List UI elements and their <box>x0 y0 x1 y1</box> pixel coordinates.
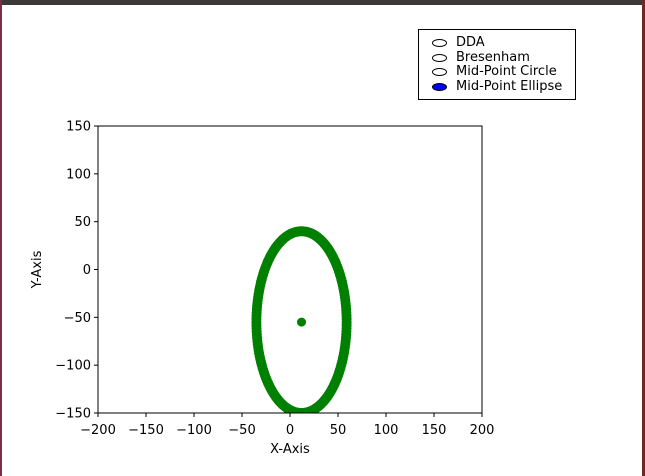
radio-button-bresenham[interactable] <box>432 54 447 62</box>
window-left-edge <box>0 0 2 476</box>
y-tick-label: 0 <box>83 263 91 278</box>
y-tick-label: −150 <box>55 407 91 422</box>
x-tick-label: −50 <box>228 423 255 438</box>
radio-label-dda: DDA <box>456 35 485 50</box>
y-tick-label: 150 <box>66 120 91 135</box>
y-tick-label: −50 <box>64 311 91 326</box>
radio-label-midpoint-ellipse: Mid-Point Ellipse <box>456 79 563 94</box>
ellipse-series <box>251 226 352 413</box>
y-tick-label: −100 <box>55 359 91 374</box>
y-tick-label: 50 <box>74 215 91 230</box>
x-tick-label: 200 <box>470 423 495 438</box>
y-axis-label: Y-Axis <box>30 250 45 289</box>
x-tick-label: 0 <box>286 423 294 438</box>
radio-button-midpoint-ellipse[interactable] <box>432 83 447 91</box>
y-tick-label: 100 <box>66 167 91 182</box>
x-tick-label: −150 <box>128 423 164 438</box>
x-axis-label: X-Axis <box>270 442 310 457</box>
radio-option-midpoint-circle[interactable]: Mid-Point Circle <box>432 65 557 79</box>
ellipse-center-point <box>297 317 307 327</box>
radio-option-bresenham[interactable]: Bresenham <box>432 51 530 65</box>
x-tick-label: −200 <box>80 423 116 438</box>
radio-option-dda[interactable]: DDA <box>432 36 485 50</box>
algorithm-radio-group: DDA Bresenham Mid-Point Circle Mid-Point… <box>418 29 576 100</box>
radio-option-midpoint-ellipse[interactable]: Mid-Point Ellipse <box>432 80 562 94</box>
radio-label-bresenham: Bresenham <box>456 50 530 65</box>
window-top-edge <box>0 0 645 5</box>
x-tick-label: 50 <box>330 423 347 438</box>
ellipse-point <box>341 320 352 331</box>
radio-button-midpoint-circle[interactable] <box>432 68 447 76</box>
x-tick-label: 150 <box>422 423 447 438</box>
radio-label-midpoint-circle: Mid-Point Circle <box>456 64 557 79</box>
radio-button-dda[interactable] <box>432 39 447 47</box>
x-tick-label: −100 <box>176 423 212 438</box>
x-tick-label: 100 <box>374 423 399 438</box>
plot-axes-frame <box>97 125 483 414</box>
window-right-edge <box>642 0 645 476</box>
